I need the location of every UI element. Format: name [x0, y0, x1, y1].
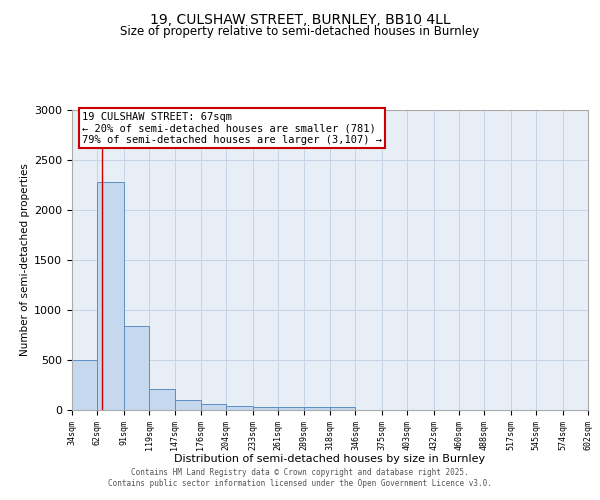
Y-axis label: Number of semi-detached properties: Number of semi-detached properties — [20, 164, 30, 356]
Text: 19 CULSHAW STREET: 67sqm
← 20% of semi-detached houses are smaller (781)
79% of : 19 CULSHAW STREET: 67sqm ← 20% of semi-d… — [82, 112, 382, 144]
Bar — [226, 406, 253, 410]
Bar — [304, 406, 330, 410]
Text: Size of property relative to semi-detached houses in Burnley: Size of property relative to semi-detach… — [121, 25, 479, 38]
Bar — [253, 407, 278, 410]
Bar — [72, 360, 97, 410]
Bar — [124, 326, 149, 410]
Bar — [175, 400, 201, 410]
Bar — [278, 407, 304, 410]
Bar — [149, 388, 175, 410]
Text: Contains HM Land Registry data © Crown copyright and database right 2025.
Contai: Contains HM Land Registry data © Crown c… — [108, 468, 492, 487]
Bar — [97, 182, 124, 410]
X-axis label: Distribution of semi-detached houses by size in Burnley: Distribution of semi-detached houses by … — [175, 454, 485, 464]
Text: 19, CULSHAW STREET, BURNLEY, BB10 4LL: 19, CULSHAW STREET, BURNLEY, BB10 4LL — [149, 12, 451, 26]
Bar — [330, 407, 355, 410]
Bar — [201, 404, 226, 410]
